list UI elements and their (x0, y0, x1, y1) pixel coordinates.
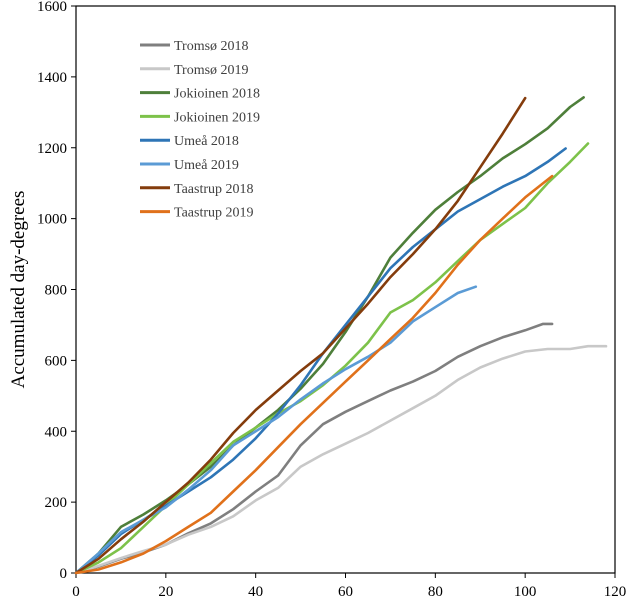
plot-area (75, 5, 616, 574)
y-tick-label: 1000 (37, 212, 67, 228)
legend-label-ume-2019: Umeå 2019 (174, 158, 239, 173)
y-axis-title: Accumulated day-degrees (8, 191, 29, 389)
legend-label-troms-2019: Tromsø 2019 (174, 63, 249, 78)
legend-label-ume-2018: Umeå 2018 (174, 134, 239, 149)
series-line-ume-2019 (74, 285, 478, 575)
x-tick-label: 100 (514, 584, 537, 600)
series-line-taastrup-2018 (74, 96, 527, 575)
legend-label-taastrup-2018: Taastrup 2018 (174, 182, 254, 197)
legend-label-troms-2018: Tromsø 2018 (174, 39, 249, 54)
y-tick-label: 800 (45, 283, 68, 299)
y-tick-label: 600 (45, 353, 68, 369)
x-tick-label: 20 (158, 584, 173, 600)
series-line-taastrup-2019 (74, 174, 554, 575)
y-tick-label: 200 (45, 495, 68, 511)
x-tick-label: 120 (604, 584, 627, 600)
plot-frame (75, 5, 616, 574)
series-layer (74, 96, 608, 575)
x-tick-label: 60 (338, 584, 353, 600)
legend-label-taastrup-2019: Taastrup 2019 (174, 206, 254, 221)
x-tick-label: 80 (428, 584, 443, 600)
series-line-jokioinen-2018 (74, 96, 585, 575)
x-tick-label: 40 (248, 584, 263, 600)
y-tick-label: 1200 (37, 141, 67, 157)
y-tick-label: 1600 (37, 0, 67, 15)
y-tick-label: 1400 (37, 70, 67, 86)
y-tick-label: 400 (45, 424, 68, 440)
legend-label-jokioinen-2018: Jokioinen 2018 (174, 87, 260, 102)
x-tick-label: 0 (72, 584, 80, 600)
y-tick-label: 0 (60, 566, 68, 582)
legend: Tromsø 2018 Tromsø 2019 Jokioinen 2018 Joki… (140, 39, 260, 221)
legend-label-jokioinen-2019: Jokioinen 2019 (174, 110, 260, 125)
series-line-troms-2019 (74, 344, 608, 575)
